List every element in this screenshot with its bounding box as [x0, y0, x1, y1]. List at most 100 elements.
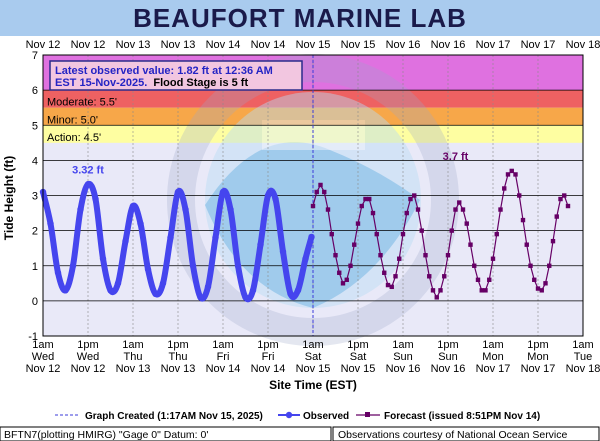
forecast-point	[430, 288, 436, 293]
observed-point	[77, 206, 84, 213]
forecast-point	[344, 277, 349, 282]
forecast-point	[337, 270, 342, 275]
forecast-point	[310, 203, 316, 209]
threshold-label-action: Action: 4.5'	[47, 132, 101, 144]
top-tick-label: Nov 12	[26, 39, 61, 51]
forecast-point	[329, 231, 334, 237]
top-tick-label: Nov 18	[566, 39, 600, 51]
bottom-tick-label: Nov 12	[26, 363, 61, 375]
forecast-point	[517, 193, 522, 198]
observed-point	[279, 248, 287, 255]
top-tick-label: Nov 16	[386, 39, 421, 51]
forecast-point	[472, 263, 477, 268]
forecast-point	[314, 189, 319, 195]
y-tick-label: -1	[28, 331, 38, 343]
top-tick-label: Nov 17	[476, 39, 511, 51]
peak-annotation: 3.7 ft	[443, 151, 469, 163]
observed-point	[227, 206, 234, 213]
y-tick-label: 1	[32, 261, 38, 273]
bottom-tick-label: Nov 17	[521, 363, 556, 375]
y-tick-label: 7	[32, 50, 38, 62]
top-tick-label: Nov 14	[251, 39, 286, 51]
observed-point	[308, 233, 315, 241]
forecast-point	[550, 238, 556, 244]
bottom-tick-label: Nov 15	[341, 363, 376, 375]
observed-point	[197, 294, 204, 301]
forecast-point	[445, 253, 451, 258]
peak-annotation: 3.32 ft	[72, 164, 104, 176]
band-action	[43, 125, 583, 143]
bottom-tick-label: 1am	[122, 339, 143, 351]
forecast-point	[565, 203, 571, 209]
forecast-point	[352, 242, 357, 247]
forecast-point	[502, 186, 507, 191]
forecast-point	[408, 196, 413, 202]
forecast-point	[513, 172, 518, 177]
forecast-point	[397, 256, 402, 261]
forecast-point	[419, 228, 424, 233]
forecast-point	[359, 203, 364, 209]
page-title: BEAUFORT MARINE LAB	[133, 3, 467, 33]
forecast-point	[363, 196, 368, 202]
forecast-point	[532, 277, 537, 282]
observed-point	[302, 255, 309, 262]
bottom-tick-label: Sun	[438, 351, 458, 363]
bottom-tick-label: Fri	[262, 351, 275, 363]
observed-point	[257, 241, 264, 248]
bottom-tick-label: 1pm	[527, 339, 548, 351]
bottom-tick-label: Sun	[393, 351, 413, 363]
observed-point	[69, 262, 77, 269]
x-axis-title: Site Time (EST)	[269, 378, 357, 392]
legend-forecast-marker	[365, 412, 370, 417]
observed-point	[114, 280, 122, 287]
forecast-point	[340, 281, 346, 286]
top-tick-label: Nov 16	[431, 39, 466, 51]
bottom-tick-label: Nov 16	[386, 363, 421, 375]
bottom-tick-label: Sat	[305, 351, 322, 363]
footer-credit: Observations courtesy of National Ocean …	[338, 429, 568, 441]
forecast-point	[382, 270, 387, 275]
observed-point	[84, 181, 92, 188]
bottom-tick-label: Fri	[217, 351, 230, 363]
forecast-point	[520, 217, 526, 223]
footer-datum: BFTN7(plotting HMIRG) "Gage 0" Datum: 0'	[4, 429, 208, 441]
forecast-point	[427, 274, 432, 279]
forecast-point	[505, 172, 511, 177]
observed-point	[144, 266, 152, 273]
legend-observed-label: Observed	[303, 411, 349, 422]
observed-point	[189, 262, 197, 269]
observed-point	[249, 287, 257, 294]
threshold-labels: Moderate: 5.5' Minor: 5.0' Action: 4.5'	[47, 97, 117, 144]
bottom-tick-label: 1pm	[347, 339, 368, 351]
forecast-point	[475, 277, 481, 282]
info-date: EST 15-Nov-2025.	[55, 77, 147, 89]
forecast-point	[404, 210, 409, 216]
info-flood-line: EST 15-Nov-2025. Flood Stage is 5 ft	[55, 77, 248, 89]
forecast-point	[367, 196, 372, 202]
observed-point	[92, 195, 99, 203]
top-tick-label: Nov 17	[521, 39, 556, 51]
top-tick-label: Nov 13	[161, 39, 196, 51]
legend-created-label: Graph Created (1:17AM Nov 15, 2025)	[85, 411, 263, 422]
forecast-point	[528, 263, 533, 268]
top-tick-label: Nov 14	[206, 39, 241, 51]
bottom-tick-label: Mon	[482, 351, 503, 363]
forecast-point	[487, 277, 492, 282]
forecast-point	[434, 295, 439, 300]
forecast-point	[348, 263, 353, 268]
forecast-point	[389, 284, 394, 290]
forecast-point	[464, 221, 469, 226]
forecast-point	[483, 288, 488, 293]
bottom-tick-label: Sat	[350, 351, 367, 363]
forecast-point	[400, 231, 406, 237]
forecast-series	[310, 168, 571, 300]
observed-point	[167, 234, 174, 241]
forecast-point	[535, 286, 541, 291]
observed-point	[99, 255, 107, 262]
forecast-point	[558, 196, 563, 202]
observed-point	[174, 188, 182, 196]
observed-point	[159, 280, 167, 287]
observed-point	[264, 192, 272, 199]
y-axis-title: Tide Height (ft)	[2, 156, 16, 240]
